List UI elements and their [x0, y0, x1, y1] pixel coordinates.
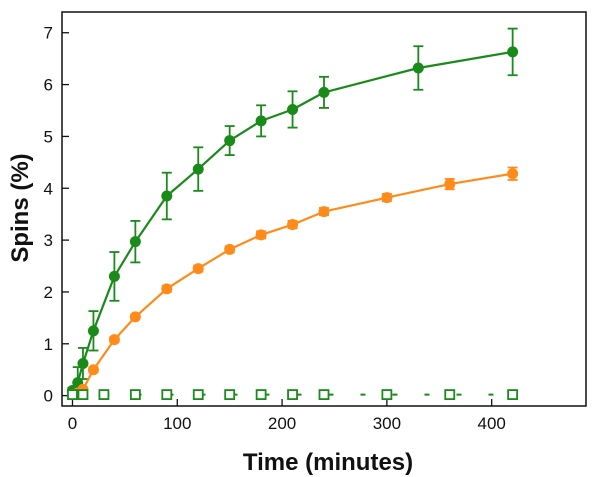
- data-point: [161, 283, 173, 295]
- data-point: [129, 311, 141, 323]
- y-tick-label: 1: [44, 335, 53, 354]
- data-point: [108, 334, 120, 346]
- data-point: [129, 389, 141, 400]
- data-point: [255, 115, 267, 127]
- data-point: [507, 389, 519, 400]
- data-point: [444, 389, 456, 400]
- data-point: [87, 364, 99, 376]
- data-point: [161, 389, 173, 400]
- y-tick-label: 2: [44, 283, 53, 302]
- series-layer: [66, 27, 519, 401]
- data-point: [255, 389, 267, 400]
- data-point: [412, 62, 424, 74]
- data-point: [192, 389, 204, 400]
- x-tick-label: 0: [68, 414, 77, 433]
- data-point: [192, 263, 204, 275]
- data-point: [192, 163, 204, 175]
- data-point: [67, 389, 78, 400]
- series-1: [66, 27, 519, 400]
- data-point: [507, 46, 519, 58]
- x-tick-label: 300: [373, 414, 401, 433]
- data-point: [287, 389, 298, 400]
- y-tick-label: 3: [44, 231, 53, 250]
- data-point: [255, 229, 267, 241]
- data-point: [381, 192, 393, 204]
- data-point: [77, 357, 89, 369]
- x-axis-title: Time (minutes): [243, 449, 413, 476]
- data-point: [77, 389, 89, 400]
- x-tick-label: 100: [163, 414, 191, 433]
- data-point: [507, 168, 519, 180]
- series-1-line: [71, 50, 513, 392]
- data-point: [161, 190, 173, 202]
- data-point: [224, 243, 236, 255]
- series-2: [66, 166, 519, 401]
- series-2-line: [72, 172, 513, 396]
- plot-frame: [61, 11, 587, 407]
- data-point: [287, 103, 299, 115]
- y-axis-title: Spins (%): [7, 153, 34, 262]
- data-point: [287, 219, 299, 231]
- x-tick-label: 400: [477, 414, 505, 433]
- series-3: [67, 389, 519, 400]
- y-tick-label: 4: [44, 179, 53, 198]
- data-point: [87, 325, 99, 337]
- data-point: [318, 206, 330, 218]
- y-tick-label: 0: [44, 387, 53, 406]
- data-point: [224, 135, 236, 147]
- y-tick-label: 6: [44, 76, 53, 95]
- data-point: [98, 389, 110, 400]
- y-tick-label: 5: [44, 127, 53, 146]
- data-point: [224, 389, 236, 400]
- data-point: [108, 270, 120, 282]
- data-point: [129, 236, 141, 248]
- data-point: [318, 86, 330, 98]
- y-tick-label: 7: [44, 24, 53, 43]
- data-point: [444, 178, 456, 190]
- axis-ticks: 0 100 200 300 400 0 1 2 3 4 5 6 7: [44, 24, 506, 433]
- data-point: [381, 389, 393, 400]
- data-point: [318, 389, 330, 400]
- x-tick-label: 200: [268, 414, 296, 433]
